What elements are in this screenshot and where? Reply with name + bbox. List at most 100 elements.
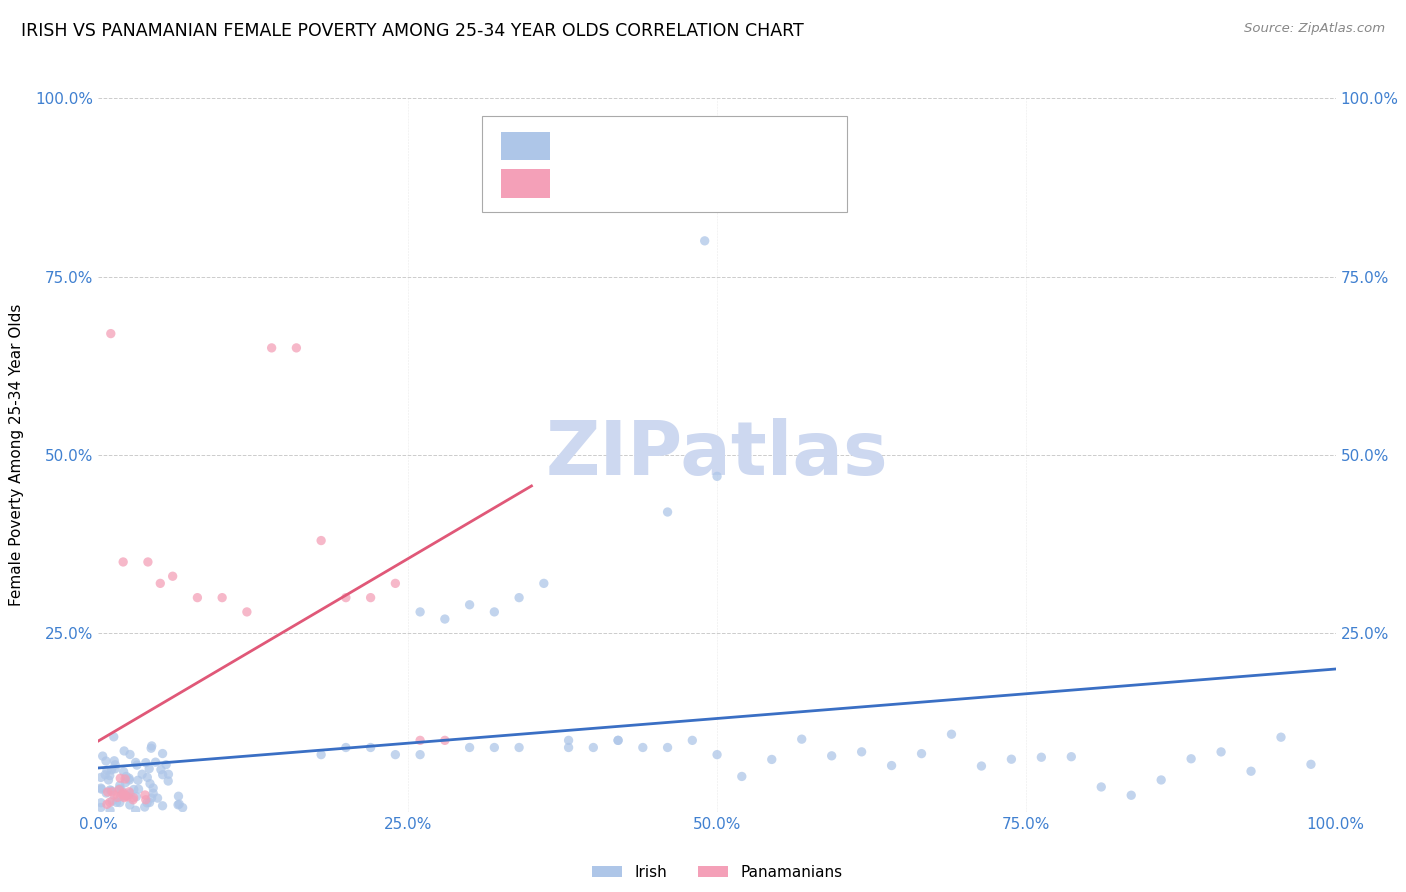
Point <box>631 740 654 755</box>
Point <box>657 740 679 755</box>
Point <box>134 800 156 814</box>
Point <box>138 762 160 776</box>
Point <box>112 786 135 800</box>
Point <box>112 790 135 805</box>
Point <box>108 796 131 810</box>
Point <box>1031 750 1053 764</box>
Point <box>141 741 163 756</box>
Point <box>98 803 121 817</box>
Point <box>155 757 177 772</box>
Point <box>104 762 127 776</box>
Point <box>821 748 844 763</box>
Point <box>96 764 118 778</box>
Point <box>508 740 530 755</box>
Point <box>128 782 150 797</box>
Point <box>96 797 118 812</box>
Point <box>135 793 157 807</box>
Point <box>135 756 157 770</box>
Point <box>112 744 135 758</box>
Point <box>484 740 506 755</box>
Point <box>103 730 125 744</box>
Point <box>100 784 122 798</box>
Point <box>111 787 134 801</box>
Point <box>1090 780 1112 794</box>
Point <box>122 782 145 797</box>
Point <box>458 598 481 612</box>
Point <box>260 341 283 355</box>
Point <box>384 576 406 591</box>
Point <box>157 767 180 781</box>
Point <box>118 785 141 799</box>
Point <box>162 569 184 583</box>
Text: R = 0.749   N = 122: R = 0.749 N = 122 <box>562 138 717 153</box>
Point <box>851 745 873 759</box>
Point <box>236 605 259 619</box>
Point <box>110 789 132 804</box>
Point <box>104 757 127 772</box>
Point <box>167 797 190 812</box>
FancyBboxPatch shape <box>482 116 846 212</box>
Point <box>90 800 112 814</box>
Point <box>409 733 432 747</box>
Point <box>172 800 194 814</box>
Point <box>108 781 131 796</box>
Text: Source: ZipAtlas.com: Source: ZipAtlas.com <box>1244 22 1385 36</box>
Point <box>125 789 148 804</box>
Point <box>131 767 153 781</box>
Point <box>693 234 716 248</box>
Point <box>98 768 121 782</box>
Point <box>557 740 579 755</box>
Point <box>136 555 159 569</box>
Point <box>484 605 506 619</box>
Text: R = 0.761   N =  36: R = 0.761 N = 36 <box>562 177 711 191</box>
Point <box>110 783 132 797</box>
Point <box>582 740 605 755</box>
Point <box>1180 752 1202 766</box>
Point <box>90 771 112 785</box>
Point <box>433 733 456 747</box>
Point <box>681 733 703 747</box>
Point <box>100 326 122 341</box>
Point <box>458 740 481 755</box>
Point <box>142 780 165 795</box>
Point <box>607 733 630 747</box>
Point <box>142 786 165 800</box>
Point <box>157 774 180 789</box>
Point <box>115 789 138 803</box>
Point <box>100 763 122 777</box>
Point <box>186 591 208 605</box>
Point <box>114 775 136 789</box>
Point <box>1240 764 1263 779</box>
FancyBboxPatch shape <box>501 169 550 198</box>
Point <box>96 786 118 800</box>
Point <box>557 733 579 747</box>
Text: IRISH VS PANAMANIAN FEMALE POVERTY AMONG 25-34 YEAR OLDS CORRELATION CHART: IRISH VS PANAMANIAN FEMALE POVERTY AMONG… <box>21 22 804 40</box>
Point <box>1209 745 1232 759</box>
Point <box>90 781 112 796</box>
Point <box>1270 730 1292 744</box>
Point <box>118 797 141 812</box>
Point <box>409 747 432 762</box>
Point <box>607 733 630 747</box>
Point <box>706 469 728 483</box>
Point <box>285 341 308 355</box>
Point <box>91 749 114 764</box>
Point <box>127 773 149 788</box>
Point <box>1000 752 1022 766</box>
Point <box>941 727 963 741</box>
Point <box>136 771 159 785</box>
FancyBboxPatch shape <box>501 132 550 161</box>
Point <box>98 795 121 809</box>
Point <box>335 740 357 755</box>
Point <box>115 769 138 783</box>
Point <box>124 803 146 817</box>
Point <box>152 747 174 761</box>
Point <box>335 591 357 605</box>
Point <box>706 747 728 762</box>
Point <box>433 612 456 626</box>
Point <box>146 791 169 805</box>
Point <box>118 747 141 762</box>
Point <box>1121 789 1143 803</box>
Point <box>910 747 932 761</box>
Point <box>657 505 679 519</box>
